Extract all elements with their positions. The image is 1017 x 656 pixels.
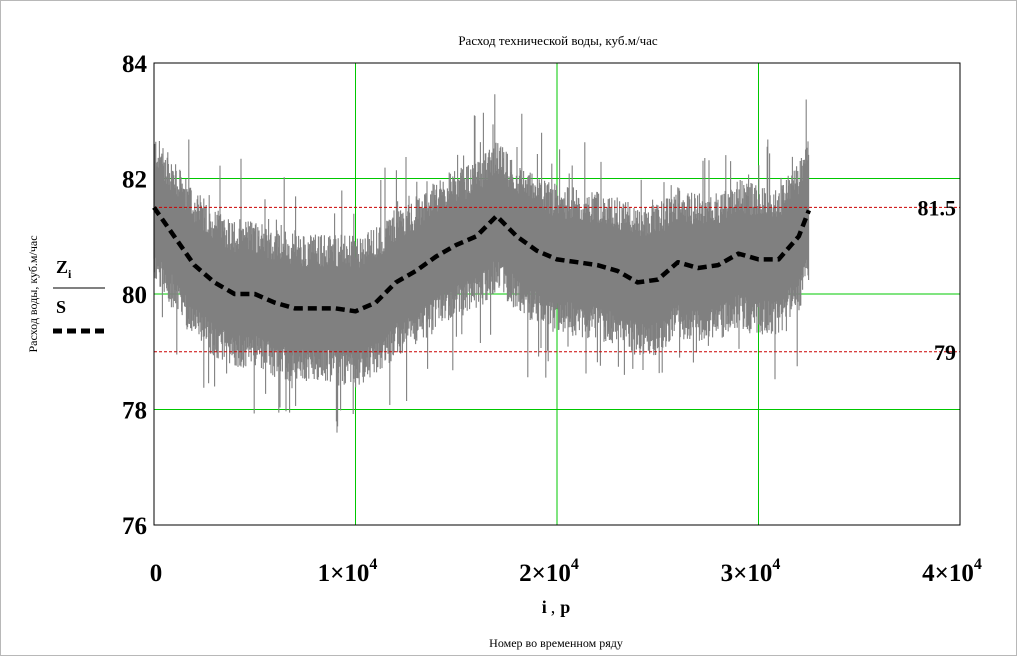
y-tick-label-4: 84	[122, 51, 148, 78]
reference-label-0: 81.5	[918, 195, 957, 220]
y-tick-labels: 76 78 80 82 84	[122, 51, 148, 540]
x-tick-label-1: 1×104	[318, 556, 378, 587]
x-axis-variables: i,p	[542, 597, 571, 617]
x-tick-label-0: 0	[150, 560, 163, 587]
zi-series-band	[153, 94, 810, 433]
plot-area-border	[153, 62, 961, 526]
x-tick-labels: 0 1×104 2×104 3×104 4×104	[150, 556, 982, 587]
chart-title: Расход технической воды, куб.м/час	[458, 33, 658, 48]
x-tick-label-2: 2×104	[519, 556, 579, 587]
x-axis-label: Номер во временном ряду	[489, 636, 623, 650]
y-tick-label-2: 80	[122, 282, 147, 309]
y-tick-label-1: 78	[122, 398, 147, 425]
reference-label-1: 79	[934, 340, 956, 365]
zi-series-path	[153, 94, 810, 433]
legend-s-label: S	[56, 297, 66, 317]
y-axis-label: Расход воды, куб.м/час	[26, 235, 40, 352]
y-tick-label-0: 76	[122, 513, 147, 540]
reference-lines: 81.5 79	[154, 195, 960, 365]
y-tick-label-3: 82	[122, 167, 147, 194]
legend-zi-label: Zi	[56, 257, 72, 281]
x-tick-label-3: 3×104	[721, 556, 781, 587]
x-tick-label-4: 4×104	[922, 556, 982, 587]
